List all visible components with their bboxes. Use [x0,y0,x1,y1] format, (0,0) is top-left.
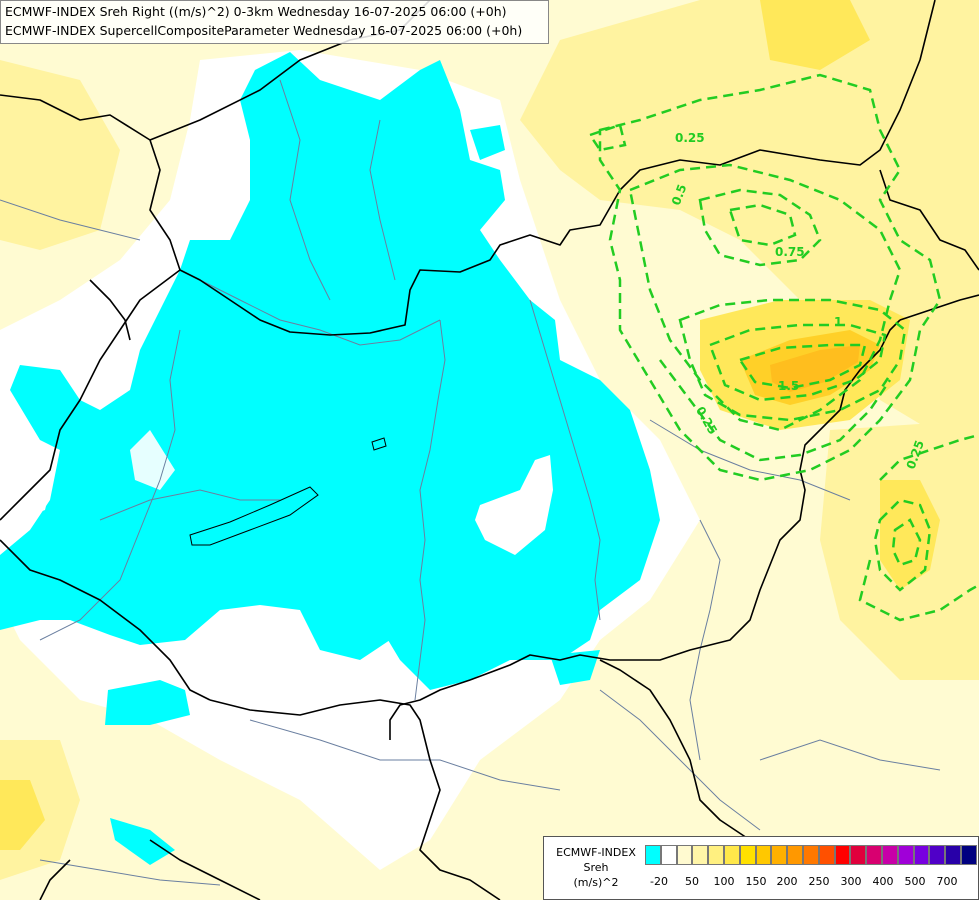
legend-swatch [818,845,835,865]
contour-label-1: 1 [834,315,842,329]
legend-swatch [787,845,803,865]
legend-swatch [834,845,851,865]
legend-swatch [739,845,756,865]
legend-tick-label: 400 [872,875,894,888]
legend-swatch [881,845,898,865]
legend-swatch [645,845,661,865]
legend-swatch [676,845,693,865]
legend-swatch [723,845,740,865]
legend-swatches [645,845,977,865]
legend-tick-label: -20 [650,875,668,888]
map-title-box: ECMWF-INDEX Sreh Right ((m/s)^2) 0-3km W… [0,0,549,44]
legend-swatch [771,845,788,865]
legend-swatch [755,845,772,865]
scp-contours [588,73,979,622]
shade-white-holes [0,430,553,555]
legend-swatch [960,845,977,865]
lakes [189,437,387,546]
legend-swatch [850,845,867,865]
legend-swatch [897,845,914,865]
legend-swatch [866,845,882,865]
shade-yellow-regions [0,0,979,880]
contour-label-1-5: 1.5 [778,379,799,393]
map-title-line-1: ECMWF-INDEX Sreh Right ((m/s)^2) 0-3km W… [5,4,507,19]
legend-title-line-1: ECMWF-INDEX [556,846,636,859]
map-title-line-2: ECMWF-INDEX SupercellCompositeParameter … [5,23,523,38]
legend-title-line-2: Sreh [583,861,609,874]
legend-swatch [802,845,819,865]
contour-label-0-25-north: 0.25 [675,131,705,145]
legend-tick-label: 300 [840,875,862,888]
contour-label-0-75: 0.75 [775,245,805,259]
legend-tick-label: 200 [776,875,798,888]
legend-swatch [945,845,961,865]
legend-swatch [929,845,946,865]
contour-label-0-5: 0.5 [669,182,689,207]
legend-tick-label: 100 [713,875,735,888]
legend-swatch [692,845,709,865]
legend-swatch [913,845,930,865]
legend-ticks: -20 50 100 150 200 250 300 400 500 700 [645,875,975,891]
legend-title: ECMWF-INDEX Sreh (m/s)^2 [550,845,642,890]
legend-title-line-3: (m/s)^2 [573,876,619,889]
legend-tick-label: 50 [685,875,699,888]
rivers [0,79,941,886]
legend-swatch [660,845,677,865]
legend-tick-label: 250 [808,875,830,888]
legend-tick-label: 500 [904,875,926,888]
color-legend: ECMWF-INDEX Sreh (m/s)^2 -20 50 100 150 200 2… [543,836,979,900]
legend-tick-label: 700 [936,875,958,888]
legend-swatch [708,845,724,865]
legend-tick-label: 150 [745,875,767,888]
